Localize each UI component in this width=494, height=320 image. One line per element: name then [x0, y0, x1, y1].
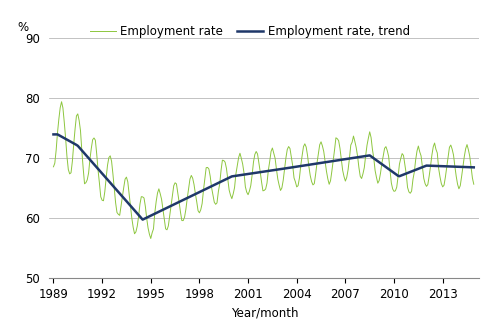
Employment rate — [318, 140, 324, 144]
Line: Employment rate, trend: Employment rate, trend — [53, 134, 474, 220]
Employment rate — [75, 112, 81, 116]
Employment rate, trend — [155, 211, 161, 214]
X-axis label: Year/month: Year/month — [231, 307, 298, 320]
Employment rate, trend — [279, 167, 285, 171]
Employment rate — [280, 178, 286, 182]
Employment rate — [148, 236, 154, 240]
Text: %: % — [17, 20, 28, 34]
Employment rate — [214, 201, 220, 205]
Employment rate, trend — [317, 161, 323, 165]
Employment rate, trend — [74, 143, 80, 147]
Employment rate — [156, 187, 162, 191]
Employment rate — [50, 165, 56, 169]
Employment rate — [471, 182, 477, 186]
Employment rate, trend — [50, 132, 56, 136]
Employment rate — [155, 191, 161, 195]
Employment rate, trend — [471, 165, 477, 169]
Employment rate, trend — [140, 218, 146, 221]
Employment rate — [59, 100, 65, 104]
Employment rate, trend — [213, 182, 219, 186]
Legend: Employment rate, Employment rate, trend: Employment rate, Employment rate, trend — [90, 25, 410, 38]
Line: Employment rate: Employment rate — [53, 102, 474, 238]
Employment rate, trend — [153, 211, 159, 215]
